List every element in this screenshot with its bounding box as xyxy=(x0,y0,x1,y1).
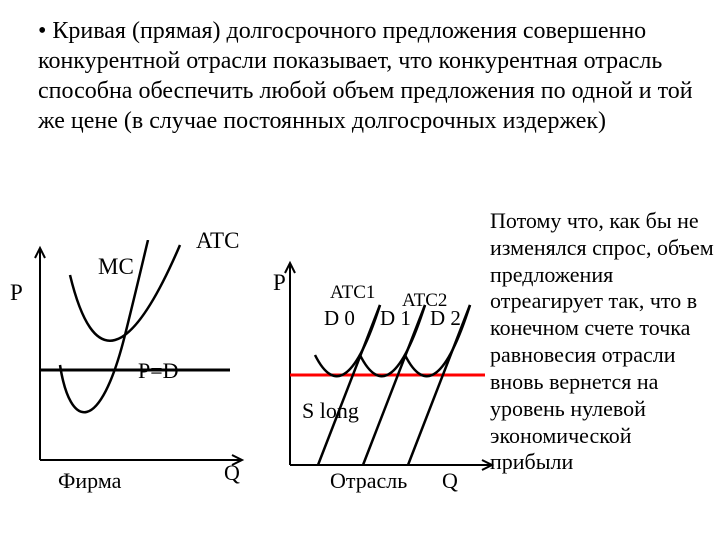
right-q-label: Q xyxy=(442,468,458,494)
bullet-text: Кривая (прямая) долгосрочного предложени… xyxy=(38,16,698,136)
industry-caption: Отрасль xyxy=(330,468,407,494)
d1-label: D 1 xyxy=(380,306,411,331)
side-explanation: Потому что, как бы не изменялся спрос, о… xyxy=(490,208,716,476)
left-q-label: Q xyxy=(224,460,240,486)
mc-label: MC xyxy=(98,254,134,280)
firm-caption: Фирма xyxy=(58,468,121,494)
firm-graph xyxy=(30,240,250,470)
left-p-label: P xyxy=(10,280,23,306)
slong-label: S long xyxy=(302,398,359,424)
d0-label: D 0 xyxy=(324,306,355,331)
industry-graph xyxy=(280,260,500,480)
atc1-label: ATC1 xyxy=(330,282,375,304)
atc-label: ATC xyxy=(196,228,239,254)
right-p-label: P xyxy=(273,270,286,296)
pd-label: P=D xyxy=(138,358,179,384)
d2-label: D 2 xyxy=(430,306,461,331)
